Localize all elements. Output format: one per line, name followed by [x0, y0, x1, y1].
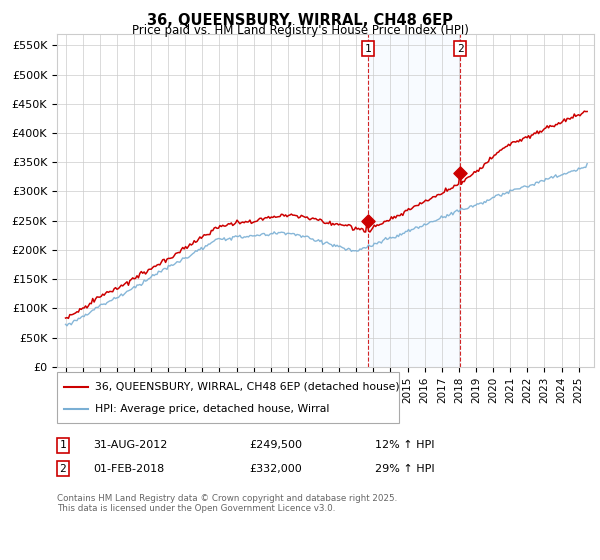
Text: 12% ↑ HPI: 12% ↑ HPI	[375, 440, 434, 450]
Text: 01-FEB-2018: 01-FEB-2018	[93, 464, 164, 474]
Text: £332,000: £332,000	[249, 464, 302, 474]
Text: HPI: Average price, detached house, Wirral: HPI: Average price, detached house, Wirr…	[95, 404, 329, 414]
Text: Price paid vs. HM Land Registry's House Price Index (HPI): Price paid vs. HM Land Registry's House …	[131, 24, 469, 37]
Text: 2: 2	[457, 44, 464, 54]
Text: Contains HM Land Registry data © Crown copyright and database right 2025.
This d: Contains HM Land Registry data © Crown c…	[57, 494, 397, 514]
Text: 29% ↑ HPI: 29% ↑ HPI	[375, 464, 434, 474]
Point	[363, 217, 373, 226]
Text: 1: 1	[364, 44, 371, 54]
Text: 2: 2	[59, 464, 67, 474]
Text: 1: 1	[59, 440, 67, 450]
Text: 36, QUEENSBURY, WIRRAL, CH48 6EP (detached house): 36, QUEENSBURY, WIRRAL, CH48 6EP (detach…	[95, 381, 399, 391]
Text: 31-AUG-2012: 31-AUG-2012	[93, 440, 167, 450]
Text: £249,500: £249,500	[249, 440, 302, 450]
Bar	[368, 34, 460, 367]
Point	[455, 168, 465, 177]
FancyBboxPatch shape	[57, 372, 399, 423]
Text: 36, QUEENSBURY, WIRRAL, CH48 6EP: 36, QUEENSBURY, WIRRAL, CH48 6EP	[147, 13, 453, 28]
